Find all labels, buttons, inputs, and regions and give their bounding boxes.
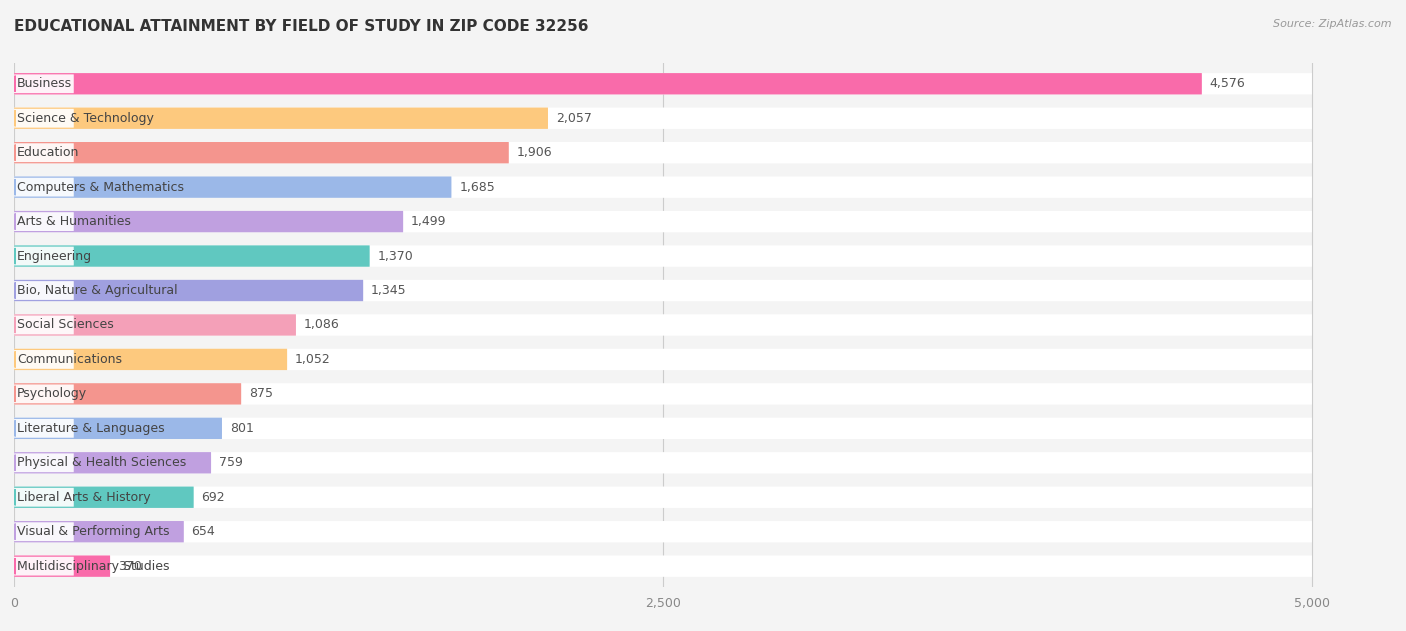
FancyBboxPatch shape (14, 212, 73, 231)
FancyBboxPatch shape (14, 349, 1312, 370)
FancyBboxPatch shape (14, 211, 1312, 232)
FancyBboxPatch shape (14, 142, 509, 163)
FancyBboxPatch shape (14, 384, 73, 403)
Text: 1,685: 1,685 (460, 180, 495, 194)
FancyBboxPatch shape (14, 178, 73, 196)
Text: Multidisciplinary Studies: Multidisciplinary Studies (17, 560, 169, 573)
FancyBboxPatch shape (14, 419, 73, 438)
FancyBboxPatch shape (14, 211, 404, 232)
Text: Physical & Health Sciences: Physical & Health Sciences (17, 456, 186, 469)
FancyBboxPatch shape (14, 280, 363, 301)
FancyBboxPatch shape (14, 143, 73, 162)
FancyBboxPatch shape (14, 107, 1312, 129)
Text: Visual & Performing Arts: Visual & Performing Arts (17, 525, 169, 538)
FancyBboxPatch shape (14, 452, 1312, 473)
Text: Engineering: Engineering (17, 249, 91, 262)
FancyBboxPatch shape (14, 418, 222, 439)
FancyBboxPatch shape (14, 314, 1312, 336)
Text: 1,345: 1,345 (371, 284, 406, 297)
FancyBboxPatch shape (14, 487, 1312, 508)
Text: 875: 875 (249, 387, 273, 401)
Text: Computers & Mathematics: Computers & Mathematics (17, 180, 184, 194)
Text: 4,576: 4,576 (1209, 77, 1246, 90)
FancyBboxPatch shape (14, 557, 73, 575)
Text: 1,086: 1,086 (304, 319, 339, 331)
Text: Education: Education (17, 146, 79, 159)
FancyBboxPatch shape (14, 247, 73, 266)
FancyBboxPatch shape (14, 383, 1312, 404)
FancyBboxPatch shape (14, 316, 73, 334)
FancyBboxPatch shape (14, 555, 1312, 577)
FancyBboxPatch shape (14, 73, 1312, 95)
FancyBboxPatch shape (14, 142, 1312, 163)
Text: Business: Business (17, 77, 72, 90)
Text: 1,370: 1,370 (377, 249, 413, 262)
Text: 654: 654 (191, 525, 215, 538)
Text: Liberal Arts & History: Liberal Arts & History (17, 491, 150, 504)
FancyBboxPatch shape (14, 350, 73, 369)
Text: Social Sciences: Social Sciences (17, 319, 114, 331)
Text: 1,906: 1,906 (516, 146, 553, 159)
Text: 801: 801 (229, 422, 253, 435)
FancyBboxPatch shape (14, 177, 451, 198)
FancyBboxPatch shape (14, 418, 1312, 439)
FancyBboxPatch shape (14, 349, 287, 370)
FancyBboxPatch shape (14, 383, 242, 404)
FancyBboxPatch shape (14, 177, 1312, 198)
FancyBboxPatch shape (14, 522, 73, 541)
Text: 1,052: 1,052 (295, 353, 330, 366)
Text: Science & Technology: Science & Technology (17, 112, 153, 125)
Text: 692: 692 (201, 491, 225, 504)
FancyBboxPatch shape (14, 281, 73, 300)
FancyBboxPatch shape (14, 487, 194, 508)
Text: 370: 370 (118, 560, 142, 573)
Text: Literature & Languages: Literature & Languages (17, 422, 165, 435)
FancyBboxPatch shape (14, 109, 73, 127)
FancyBboxPatch shape (14, 245, 1312, 267)
Text: Psychology: Psychology (17, 387, 87, 401)
Text: 1,499: 1,499 (411, 215, 447, 228)
FancyBboxPatch shape (14, 488, 73, 507)
Text: Arts & Humanities: Arts & Humanities (17, 215, 131, 228)
FancyBboxPatch shape (14, 245, 370, 267)
Text: Source: ZipAtlas.com: Source: ZipAtlas.com (1274, 19, 1392, 29)
Text: Communications: Communications (17, 353, 122, 366)
FancyBboxPatch shape (14, 452, 211, 473)
FancyBboxPatch shape (14, 74, 73, 93)
FancyBboxPatch shape (14, 555, 110, 577)
FancyBboxPatch shape (14, 521, 184, 543)
Text: EDUCATIONAL ATTAINMENT BY FIELD OF STUDY IN ZIP CODE 32256: EDUCATIONAL ATTAINMENT BY FIELD OF STUDY… (14, 19, 589, 34)
FancyBboxPatch shape (14, 521, 1312, 543)
Text: 759: 759 (219, 456, 243, 469)
FancyBboxPatch shape (14, 73, 1202, 95)
FancyBboxPatch shape (14, 280, 1312, 301)
FancyBboxPatch shape (14, 314, 295, 336)
Text: Bio, Nature & Agricultural: Bio, Nature & Agricultural (17, 284, 177, 297)
Text: 2,057: 2,057 (555, 112, 592, 125)
FancyBboxPatch shape (14, 454, 73, 472)
FancyBboxPatch shape (14, 107, 548, 129)
